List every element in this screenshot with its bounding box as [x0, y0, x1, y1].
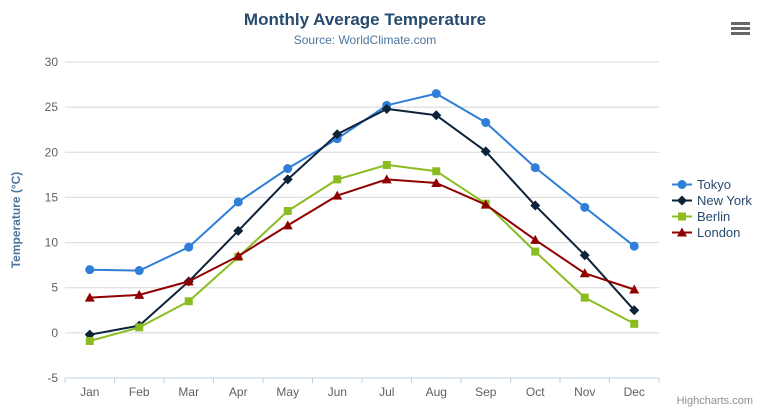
hamburger-icon: [731, 32, 750, 35]
hamburger-icon: [731, 27, 750, 30]
x-axis-label: May: [276, 385, 299, 399]
marker-new-york-jul[interactable]: [381, 103, 392, 114]
marker-london-dec[interactable]: [629, 284, 640, 294]
marker-tokyo-feb[interactable]: [134, 266, 144, 276]
x-axis-label: Nov: [574, 385, 595, 399]
y-axis-label: 0: [51, 326, 58, 340]
marker-tokyo-nov[interactable]: [580, 202, 590, 212]
marker-london-feb[interactable]: [134, 289, 145, 299]
marker-london-apr[interactable]: [233, 251, 244, 261]
y-axis-label: 15: [45, 190, 59, 204]
marker-london-nov[interactable]: [579, 268, 590, 278]
chart-title: Monthly Average Temperature: [243, 10, 487, 29]
hamburger-icon: [731, 22, 750, 25]
y-axis-label: 10: [45, 236, 59, 250]
x-axis-label: Dec: [624, 385, 645, 399]
y-axis-title: Temperature (°C): [9, 172, 23, 269]
marker-new-york-aug[interactable]: [431, 110, 442, 121]
y-axis-label: 30: [45, 55, 59, 69]
legend-item-london[interactable]: London: [671, 224, 752, 240]
x-axis-label: Jan: [80, 385, 99, 399]
legend-label: Berlin: [697, 208, 731, 224]
marker-london-jul[interactable]: [381, 174, 392, 184]
marker-new-york-oct[interactable]: [530, 200, 541, 211]
marker-new-york-sep[interactable]: [480, 146, 491, 157]
marker-london-oct[interactable]: [530, 234, 541, 244]
marker-berlin-jun[interactable]: [333, 175, 342, 184]
square-marker-icon: [672, 212, 692, 220]
legend-item-tokyo[interactable]: Tokyo: [671, 176, 752, 192]
marker-new-york-nov[interactable]: [579, 250, 590, 261]
marker-tokyo-jan[interactable]: [85, 265, 95, 275]
marker-berlin-jul[interactable]: [382, 160, 391, 169]
marker-berlin-nov[interactable]: [580, 293, 589, 302]
marker-london-may[interactable]: [282, 220, 293, 230]
marker-tokyo-apr[interactable]: [233, 197, 243, 207]
x-axis-label: Mar: [178, 385, 199, 399]
marker-new-york-apr[interactable]: [233, 225, 244, 236]
x-axis-label: Sep: [475, 385, 497, 399]
legend: Tokyo New York Berlin London: [671, 176, 752, 240]
marker-berlin-mar[interactable]: [184, 297, 193, 306]
export-menu-button[interactable]: [729, 20, 752, 37]
marker-berlin-may[interactable]: [283, 206, 292, 215]
series-line-tokyo[interactable]: [88, 92, 636, 272]
marker-tokyo-oct[interactable]: [530, 163, 540, 173]
marker-london-mar[interactable]: [183, 276, 194, 286]
y-axis-label: 5: [51, 281, 58, 295]
y-axis-label: 25: [45, 100, 59, 114]
marker-tokyo-mar[interactable]: [184, 242, 194, 252]
circle-marker-icon: [672, 179, 692, 189]
triangle-marker-icon: [672, 227, 692, 236]
series-tokyo: [85, 89, 639, 276]
marker-berlin-dec[interactable]: [630, 319, 639, 328]
legend-item-new-york[interactable]: New York: [671, 192, 752, 208]
marker-berlin-aug[interactable]: [432, 167, 441, 176]
marker-tokyo-may[interactable]: [283, 164, 293, 174]
y-axis-label: 20: [45, 145, 59, 159]
marker-new-york-jun[interactable]: [332, 129, 343, 140]
marker-tokyo-sep[interactable]: [481, 117, 491, 127]
x-axis-label: Jul: [379, 385, 394, 399]
series-line-new-york[interactable]: [88, 107, 636, 336]
marker-new-york-may[interactable]: [282, 174, 293, 185]
marker-tokyo-dec[interactable]: [629, 241, 639, 251]
legend-label: London: [697, 224, 741, 240]
y-axis-label: -5: [47, 371, 58, 385]
marker-tokyo-aug[interactable]: [431, 89, 441, 99]
marker-berlin-oct[interactable]: [531, 247, 540, 256]
x-axis-label: Jun: [328, 385, 347, 399]
credits-link[interactable]: Highcharts.com: [676, 395, 753, 407]
marker-berlin-jan[interactable]: [85, 336, 94, 345]
legend-item-berlin[interactable]: Berlin: [671, 208, 752, 224]
x-axis-label: Feb: [129, 385, 150, 399]
series-london: [84, 174, 640, 302]
legend-label: New York: [697, 192, 752, 208]
series-line-berlin[interactable]: [88, 163, 636, 342]
x-axis-label: Aug: [426, 385, 447, 399]
marker-berlin-feb[interactable]: [135, 323, 144, 332]
marker-london-jun[interactable]: [332, 190, 343, 200]
marker-new-york-dec[interactable]: [629, 305, 640, 316]
diamond-marker-icon: [672, 195, 692, 205]
series-line-london[interactable]: [88, 178, 636, 299]
marker-london-aug[interactable]: [431, 177, 442, 187]
x-axis-label: Apr: [229, 385, 248, 399]
series-new-york: [84, 103, 640, 340]
chart-subtitle: Source: WorldClimate.com: [293, 33, 437, 47]
marker-london-jan[interactable]: [84, 292, 95, 302]
legend-label: Tokyo: [697, 176, 731, 192]
x-axis-label: Oct: [526, 385, 545, 399]
marker-london-sep[interactable]: [480, 199, 491, 209]
